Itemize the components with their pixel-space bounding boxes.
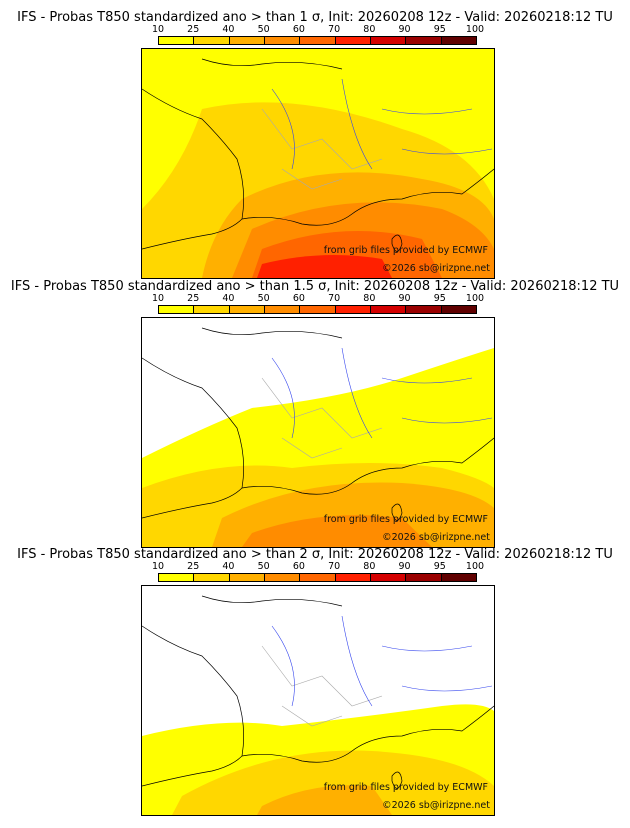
probability-area [257,785,392,815]
source-credit: from grib files provided by ECMWF [323,514,488,525]
colorbar-tick-label: 70 [328,561,341,572]
colorbar-tick-label: 95 [433,293,446,304]
copyright-credit: ©2026 sb@irizpne.net [382,532,490,543]
colorbar-segment [406,574,442,581]
colorbar-segment [441,306,476,313]
probability-area [242,515,432,547]
rivers [271,615,493,707]
colorbar-tick-label: 60 [292,561,305,572]
colorbar-tick-label: 40 [222,293,235,304]
forecast-panel: IFS - Probas T850 standardized ano > tha… [0,537,630,816]
colorbar-segment [441,37,476,44]
colorbar-ticks: 10 25 40 50 60 70 80 90 95 100 [152,24,484,35]
colorbar-segment [159,574,195,581]
colorbar-segment [406,37,442,44]
probability-area [257,255,392,278]
colorbar-tick-label: 80 [363,561,376,572]
colorbar-tick-label: 10 [151,293,165,304]
colorbar-segment [194,306,230,313]
borders [261,108,383,190]
colorbar-tick-label: 90 [398,293,411,304]
panel-title: IFS - Probas T850 standardized ano > tha… [17,547,613,562]
colorbar [158,305,477,314]
colorbar-tick-label: 90 [398,561,411,572]
forecast-panel: IFS - Probas T850 standardized ano > tha… [0,0,630,279]
colorbar [158,573,477,582]
colorbar-ticks: 10 25 40 50 60 70 80 90 95 100 [152,293,484,304]
copyright-credit: ©2026 sb@irizpne.net [382,263,490,274]
colorbar-tick-label: 70 [328,293,341,304]
colorbar-tick-label: 10 [151,561,165,572]
panel-title: IFS - Probas T850 standardized ano > tha… [17,10,613,25]
colorbar-ticks: 10 25 40 50 60 70 80 90 95 100 [152,561,484,572]
colorbar-tick-label: 50 [257,293,270,304]
map-canvas [142,327,494,547]
panel-title: IFS - Probas T850 standardized ano > tha… [10,279,620,294]
colorbar-tick-label: 25 [187,293,200,304]
colorbar-tick-label: 100 [465,293,485,304]
forecast-panel: IFS - Probas T850 standardized ano > tha… [0,269,630,548]
colorbar-segment [335,574,371,581]
colorbar-segment [229,306,265,313]
copyright-credit: ©2026 sb@irizpne.net [382,800,490,811]
colorbar-tick-label: 80 [363,24,376,35]
map-canvas [142,49,494,278]
colorbar-tick-label: 60 [292,293,305,304]
colorbar-tick-label: 100 [465,561,485,572]
coastline [142,58,494,252]
colorbar-segment [441,574,476,581]
colorbar-segment [264,306,301,313]
colorbar-segment [335,37,371,44]
colorbar-segment [370,306,407,313]
borders [261,645,383,727]
colorbar-tick-label: 70 [328,24,341,35]
rivers [271,347,493,439]
colorbar-segment [229,37,265,44]
colorbar-segment [300,306,336,313]
source-credit: from grib files provided by ECMWF [323,245,488,256]
colorbar-segment [194,37,230,44]
colorbar-segment [264,37,301,44]
colorbar-tick-label: 50 [257,561,270,572]
colorbar-tick-label: 40 [222,561,235,572]
colorbar-segment [229,574,265,581]
probability-map: from grib files provided by ECMWF ©2026 … [141,48,495,279]
colorbar [158,36,477,45]
probability-map: from grib files provided by ECMWF ©2026 … [141,317,495,548]
colorbar-tick-label: 95 [433,561,446,572]
coastline [142,595,494,789]
borders [261,377,383,459]
colorbar-segment [406,306,442,313]
colorbar-tick-label: 40 [222,24,235,35]
coastline [142,327,494,521]
colorbar-segment [370,37,407,44]
colorbar-segment [194,574,230,581]
colorbar-tick-label: 80 [363,293,376,304]
colorbar-tick-label: 100 [465,24,485,35]
colorbar-segment [159,306,195,313]
colorbar-tick-label: 90 [398,24,411,35]
colorbar-tick-label: 60 [292,24,305,35]
map-canvas [142,595,494,815]
probability-area [172,750,494,815]
colorbar-segment [159,37,195,44]
probability-map: from grib files provided by ECMWF ©2026 … [141,585,495,816]
colorbar-segment [335,306,371,313]
source-credit: from grib files provided by ECMWF [323,782,488,793]
colorbar-tick-label: 25 [187,561,200,572]
colorbar-segment [300,37,336,44]
colorbar-segment [300,574,336,581]
colorbar-tick-label: 50 [257,24,270,35]
colorbar-segment [370,574,407,581]
rivers [271,78,493,170]
colorbar-tick-label: 10 [151,24,165,35]
colorbar-tick-label: 95 [433,24,446,35]
colorbar-segment [264,574,301,581]
colorbar-tick-label: 25 [187,24,200,35]
